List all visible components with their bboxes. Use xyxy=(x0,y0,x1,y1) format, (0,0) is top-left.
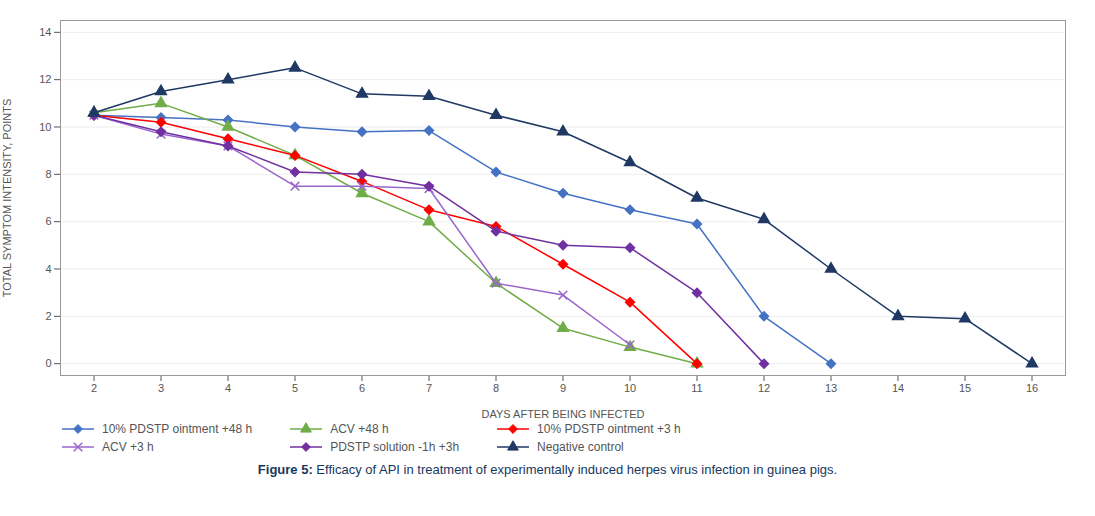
svg-text:16: 16 xyxy=(1026,382,1038,394)
svg-text:0: 0 xyxy=(45,357,51,369)
svg-text:TOTAL SYMPTOM INTENSITY, POINT: TOTAL SYMPTOM INTENSITY, POINTS xyxy=(1,99,13,298)
svg-text:12: 12 xyxy=(39,73,51,85)
svg-text:4: 4 xyxy=(45,263,51,275)
svg-text:3: 3 xyxy=(158,382,164,394)
svg-text:2: 2 xyxy=(45,310,51,322)
svg-text:8: 8 xyxy=(493,382,499,394)
svg-text:6: 6 xyxy=(359,382,365,394)
svg-text:7: 7 xyxy=(426,382,432,394)
svg-text:4: 4 xyxy=(225,382,231,394)
html-text:Figure 5: Efficacy of API in t: Figure 5: Efficacy of API in treatment o… xyxy=(257,462,838,477)
html-text:ACV +48 h: ACV +48 h xyxy=(330,422,389,436)
svg-text:14: 14 xyxy=(892,382,904,394)
html-text:10% PDSTP ointment +48 h: 10% PDSTP ointment +48 h xyxy=(102,422,253,436)
svg-text:10: 10 xyxy=(624,382,636,394)
svg-text:2: 2 xyxy=(91,382,97,394)
svg-text:11: 11 xyxy=(691,382,702,394)
svg-text:8: 8 xyxy=(45,168,51,180)
svg-text:10: 10 xyxy=(39,121,51,133)
svg-text:DAYS AFTER BEING INFECTED: DAYS AFTER BEING INFECTED xyxy=(482,408,645,420)
svg-text:9: 9 xyxy=(560,382,566,394)
svg-text:14: 14 xyxy=(39,26,51,38)
svg-text:6: 6 xyxy=(45,215,51,227)
html-text:Negative control: Negative control xyxy=(537,440,624,454)
html-text:10% PDSTP ointment +3 h: 10% PDSTP ointment +3 h xyxy=(537,422,681,436)
svg-text:5: 5 xyxy=(292,382,298,394)
svg-text:15: 15 xyxy=(959,382,971,394)
html-text:PDSTP solution -1h +3h: PDSTP solution -1h +3h xyxy=(330,440,460,454)
svg-text:13: 13 xyxy=(825,382,837,394)
html-text:ACV +3 h: ACV +3 h xyxy=(102,440,154,454)
svg-text:12: 12 xyxy=(758,382,770,394)
